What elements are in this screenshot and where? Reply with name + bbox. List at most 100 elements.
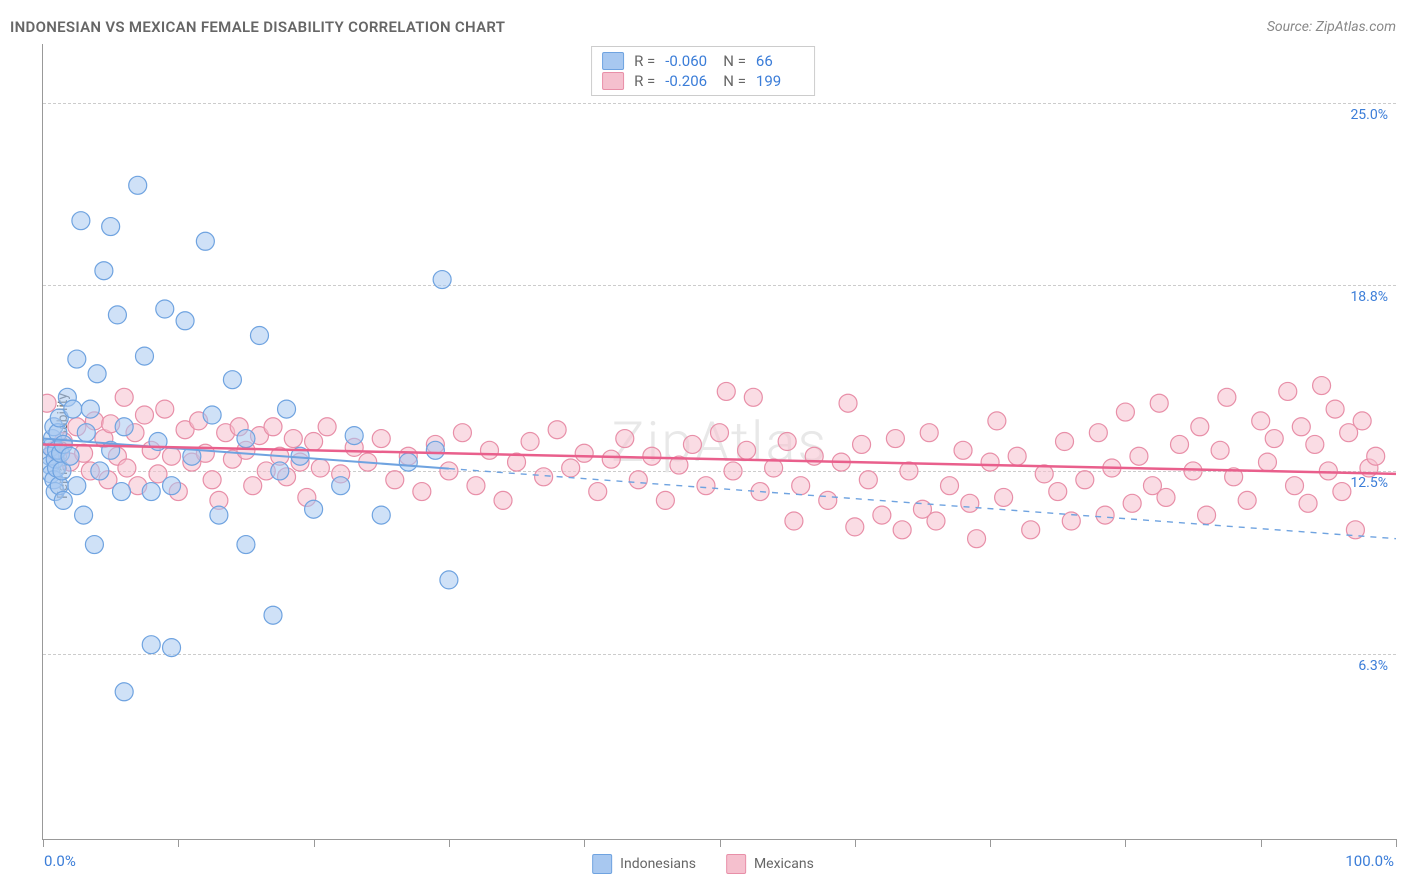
data-point (988, 412, 1006, 430)
data-point (81, 400, 99, 418)
data-point (61, 447, 79, 465)
swatch-mexicans-icon (602, 72, 624, 90)
x-axis-min-label: 0.0% (44, 852, 76, 870)
data-point (386, 471, 404, 489)
data-point (85, 536, 103, 554)
data-point (210, 506, 228, 524)
data-point (142, 483, 160, 501)
data-point (115, 683, 133, 701)
stats-legend: R = -0.060 N = 66 R = -0.206 N = 199 (591, 46, 815, 96)
data-point (345, 427, 363, 445)
data-point (91, 462, 109, 480)
data-point (1171, 435, 1189, 453)
data-point (717, 382, 735, 400)
data-point (494, 491, 512, 509)
data-point (413, 483, 431, 501)
data-point (311, 459, 329, 477)
data-point (480, 441, 498, 459)
data-point (77, 424, 95, 442)
data-point (318, 418, 336, 436)
data-point (1326, 400, 1344, 418)
data-point (859, 471, 877, 489)
chart-header: INDONESIAN VS MEXICAN FEMALE DISABILITY … (10, 18, 1396, 36)
data-point (1191, 418, 1209, 436)
data-point (602, 450, 620, 468)
data-point (75, 506, 93, 524)
data-point (1150, 394, 1168, 412)
data-point (1306, 435, 1324, 453)
data-point (115, 388, 133, 406)
data-point (1367, 447, 1385, 465)
r-value-mexicans: -0.206 (665, 72, 713, 90)
n-value-mexicans: 199 (756, 72, 804, 90)
data-point (629, 471, 647, 489)
data-point (521, 433, 539, 451)
data-point (927, 512, 945, 530)
data-point (920, 424, 938, 442)
data-point (68, 350, 86, 368)
x-tick (314, 839, 315, 847)
data-point (1319, 462, 1337, 480)
r-value-indonesians: -0.060 (665, 52, 713, 70)
legend-item-mexicans: Mexicans (726, 854, 814, 874)
swatch-indonesians-icon (592, 854, 612, 874)
data-point (886, 430, 904, 448)
data-point (711, 424, 729, 442)
x-tick (178, 839, 179, 847)
data-point (1211, 441, 1229, 459)
x-tick (43, 839, 44, 847)
data-point (981, 453, 999, 471)
data-point (1299, 494, 1317, 512)
data-point (440, 462, 458, 480)
data-point (1252, 412, 1270, 430)
data-point (744, 388, 762, 406)
data-point (846, 518, 864, 536)
data-point (278, 400, 296, 418)
data-point (156, 300, 174, 318)
data-point (264, 418, 282, 436)
data-point (995, 488, 1013, 506)
data-point (738, 441, 756, 459)
x-tick (720, 839, 721, 847)
data-point (1130, 447, 1148, 465)
data-point (1157, 488, 1175, 506)
data-point (156, 400, 174, 418)
data-point (785, 512, 803, 530)
data-point (163, 477, 181, 495)
data-point (237, 430, 255, 448)
data-point (372, 430, 390, 448)
data-point (115, 418, 133, 436)
x-tick (1261, 839, 1262, 847)
data-point (1096, 506, 1114, 524)
stats-row-indonesians: R = -0.060 N = 66 (602, 51, 804, 71)
r-label: R = (634, 52, 655, 70)
data-point (135, 347, 153, 365)
data-point (968, 530, 986, 548)
data-point (399, 453, 417, 471)
data-point (64, 400, 82, 418)
data-point (440, 571, 458, 589)
data-point (433, 271, 451, 289)
swatch-indonesians-icon (602, 52, 624, 70)
data-point (95, 262, 113, 280)
data-point (43, 394, 56, 412)
data-point (683, 435, 701, 453)
data-point (271, 462, 289, 480)
data-point (548, 421, 566, 439)
data-point (1286, 477, 1304, 495)
x-tick (1396, 839, 1397, 847)
swatch-mexicans-icon (726, 854, 746, 874)
x-tick (855, 839, 856, 847)
n-label: N = (723, 72, 746, 90)
data-point (1292, 418, 1310, 436)
x-tick (584, 839, 585, 847)
data-point (1218, 388, 1236, 406)
data-point (163, 639, 181, 657)
data-point (196, 232, 214, 250)
x-tick (449, 839, 450, 847)
data-point (372, 506, 390, 524)
data-point (697, 477, 715, 495)
data-point (1258, 453, 1276, 471)
data-point (112, 483, 130, 501)
stats-row-mexicans: R = -0.206 N = 199 (602, 71, 804, 91)
